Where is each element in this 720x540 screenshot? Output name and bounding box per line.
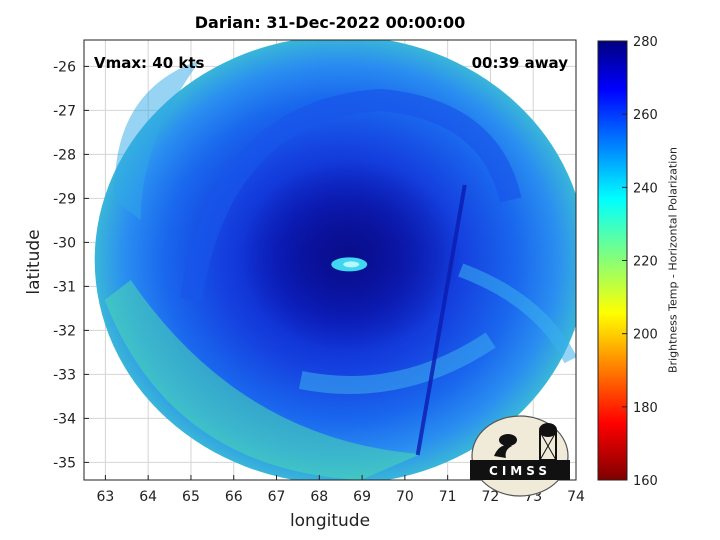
y-tick-label: -27 [53,103,76,119]
plot-frame [83,39,577,481]
x-tick-label: 64 [139,489,157,505]
y-tick-label: -28 [53,147,76,163]
x-tick-label: 65 [182,489,200,505]
x-tick-label: 69 [353,489,371,505]
x-axis-ticks: 63 64 65 66 67 68 69 70 71 72 73 74 [96,475,585,505]
colorbar-tick-label: 280 [633,35,658,50]
y-tick-label: -30 [53,235,76,251]
y-axis-label: latitude [24,229,44,295]
colorbar-tick-label: 200 [633,328,658,343]
time-offset-annotation: 00:39 away [471,54,568,72]
x-tick-label: 71 [439,489,457,505]
convective-core [240,160,461,350]
x-tick-label: 66 [225,489,243,505]
y-tick-label: -32 [53,323,76,339]
y-tick-label: -33 [53,367,76,383]
x-tick-label: 63 [96,489,114,505]
cimss-logo: CIMSS [470,415,570,497]
colorbar-tick-label: 160 [633,474,658,489]
x-tick-label: 72 [482,489,500,505]
x-axis-label: longitude [289,511,371,531]
colorbar-ticks: 280 260 240 220 200 180 160 [622,35,658,489]
satellite-dish-icon [499,434,517,446]
y-tick-label: -29 [53,191,76,207]
logo-text: CIMSS [489,464,551,478]
logo-banner [470,460,570,480]
colorbar: 280 260 240 220 200 180 160 [597,35,658,489]
y-tick-label: -34 [53,411,76,427]
colorbar-tick-label: 180 [633,401,658,416]
y-tick-label: -26 [53,59,76,75]
y-tick-label: -31 [53,279,76,295]
spiral-band [298,332,496,394]
spiral-band [458,263,576,364]
vmax-annotation: Vmax: 40 kts [94,54,205,72]
chart-title: Darian: 31-Dec-2022 00:00:00 [194,13,466,32]
x-tick-label: 68 [310,489,328,505]
western-band [114,60,201,220]
colorbar-tick-label: 220 [633,255,658,270]
spiral-band [179,88,522,302]
outer-rainband [104,280,421,480]
colorbar-tick-label: 240 [633,181,658,196]
center-warm-spot [343,261,360,268]
colorbar-label: Brightness Temp - Horizontal Polarizatio… [666,147,680,373]
satellite-dish-icon [494,445,512,458]
colorbar-tick-label: 260 [633,108,658,123]
microwave-swath [94,40,576,480]
scan-edge [415,184,467,456]
x-tick-label: 70 [396,489,414,505]
y-axis-ticks: -26 -27 -28 -29 -30 -31 -32 -33 -34 -35 [53,59,89,471]
x-tick-label: 74 [567,489,585,505]
plot-area [83,39,577,481]
x-tick-label: 67 [268,489,286,505]
y-tick-label: -35 [53,455,76,471]
tower-tank-icon [539,423,557,437]
